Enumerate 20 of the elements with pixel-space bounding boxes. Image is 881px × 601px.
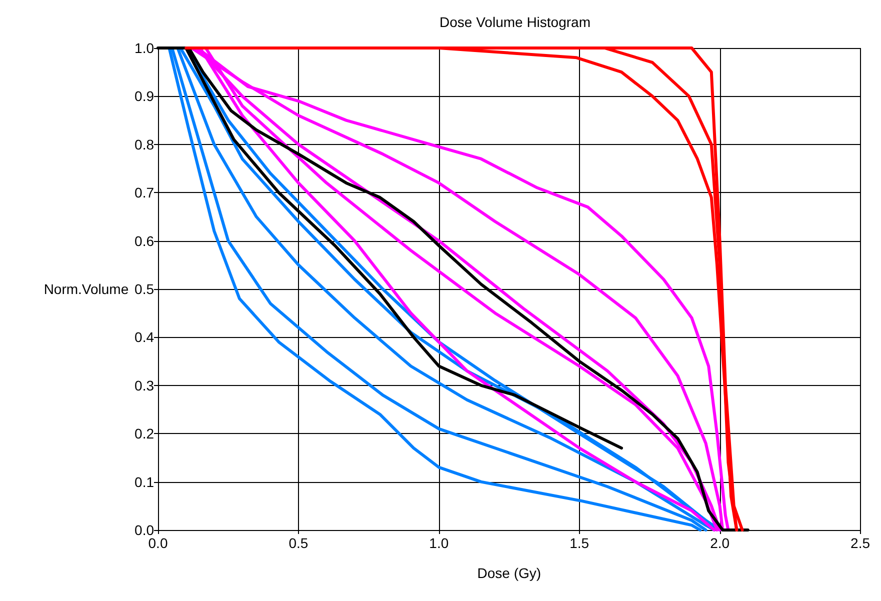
chart-title: Dose Volume Histogram xyxy=(440,14,590,30)
y-tick-label: 0.7 xyxy=(134,184,154,201)
x-tick-label: 1.0 xyxy=(429,535,449,551)
x-tick-label: 0.0 xyxy=(148,535,168,551)
y-tick-label: 0.3 xyxy=(134,377,154,394)
y-tick-label: 0.2 xyxy=(134,426,154,442)
y-tick-label: 0.1 xyxy=(134,474,154,490)
y-tick-label: 1.0 xyxy=(134,40,154,56)
y-axis-title: Norm.Volume xyxy=(44,281,129,297)
y-tick-label: 0.0 xyxy=(134,522,154,538)
y-tick-label: 0.6 xyxy=(134,232,154,249)
y-tick-label: 0.9 xyxy=(134,88,154,104)
y-tick-label: 0.4 xyxy=(134,329,154,346)
y-tick-label: 0.8 xyxy=(134,136,154,152)
x-tick-label: 2.5 xyxy=(850,535,870,551)
x-tick-label: 2.0 xyxy=(710,535,730,551)
x-tick-label: 1.5 xyxy=(570,535,590,551)
x-axis-title: Dose (Gy) xyxy=(477,565,542,581)
x-tick-label: 0.5 xyxy=(288,535,308,551)
y-tick-label: 0.5 xyxy=(134,281,154,297)
